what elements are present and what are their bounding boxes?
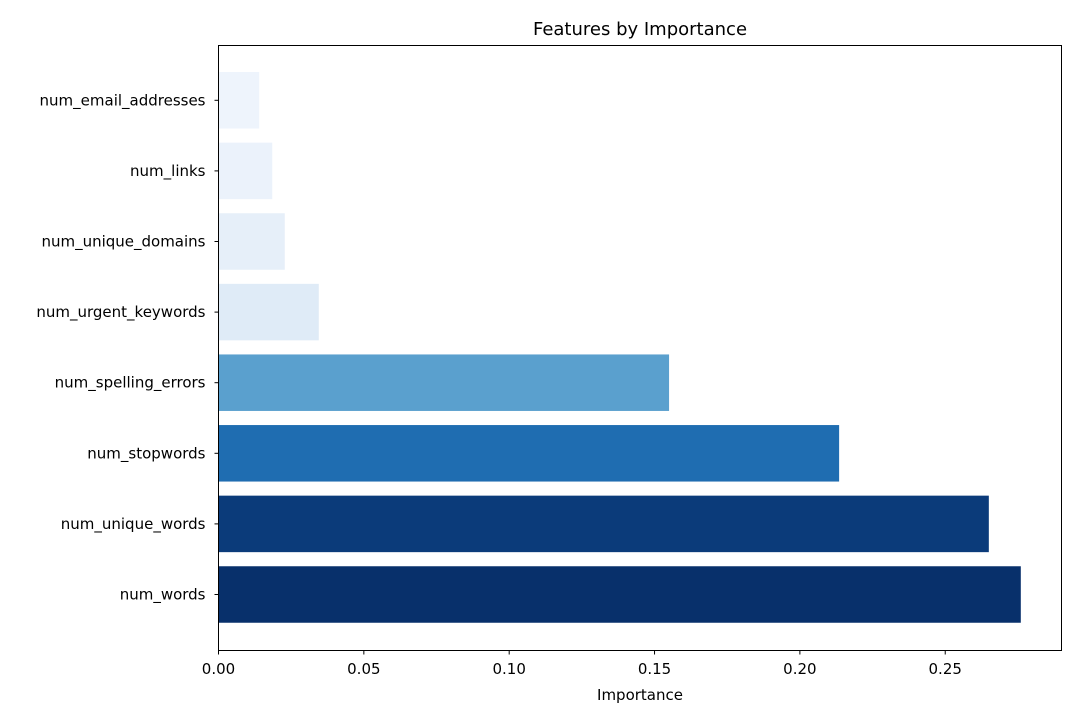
x-tick-label: 0.15 xyxy=(638,660,671,678)
y-tick-label: num_words xyxy=(120,586,206,605)
y-tick-label: num_urgent_keywords xyxy=(36,303,205,322)
bar-num-words xyxy=(218,566,1021,623)
y-tick-label: num_links xyxy=(130,162,206,181)
x-tick-label: 0.25 xyxy=(929,660,962,678)
x-tick-label: 0.10 xyxy=(492,660,525,678)
x-tick-label: 0.20 xyxy=(783,660,816,678)
bar-num-unique-domains xyxy=(218,213,285,270)
bar-num-email-addresses xyxy=(218,72,260,129)
x-axis-ticks: 0.00 0.05 0.10 0.15 0.20 0.25 xyxy=(202,650,962,678)
bar-num-links xyxy=(218,142,273,200)
chart-title: Features by Importance xyxy=(533,19,747,40)
y-tick-label: num_email_addresses xyxy=(40,91,206,110)
bar-num-unique-words xyxy=(218,495,989,553)
y-tick-label: num_spelling_errors xyxy=(55,374,206,393)
y-tick-label: num_stopwords xyxy=(87,444,205,463)
x-axis-label: Importance xyxy=(597,686,683,704)
bars-group xyxy=(218,72,1021,623)
plot-frame xyxy=(218,45,1062,651)
bar-num-stopwords xyxy=(218,425,840,482)
x-tick-label: 0.05 xyxy=(347,660,380,678)
bar-num-urgent-keywords xyxy=(218,283,319,341)
y-tick-label: num_unique_domains xyxy=(41,233,205,252)
y-tick-label: num_unique_words xyxy=(61,515,206,534)
y-axis-ticks: num_email_addresses num_links num_unique_d… xyxy=(36,91,219,605)
bar-num-spelling-errors xyxy=(218,354,670,411)
x-tick-label: 0.00 xyxy=(202,660,235,678)
